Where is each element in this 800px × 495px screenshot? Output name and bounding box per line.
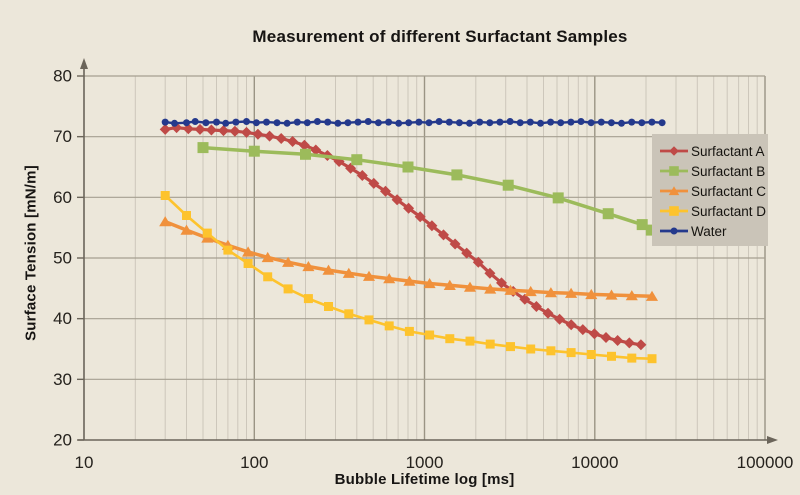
chart-title: Measurement of different Surfactant Samp…: [252, 27, 628, 46]
legend-item: Surfactant C: [659, 181, 768, 201]
svg-text:50: 50: [53, 249, 72, 268]
svg-text:70: 70: [53, 127, 72, 146]
x-axis-title: Bubble Lifetime log [ms]: [334, 471, 515, 488]
series-surfactant-b: [197, 142, 657, 236]
series-surfactant-c: [159, 216, 659, 301]
svg-text:80: 80: [53, 67, 72, 86]
legend-square-icon: [660, 166, 688, 176]
legend-label: Surfactant B: [691, 163, 766, 179]
legend-triangle-icon: [660, 186, 688, 196]
svg-text:1000: 1000: [406, 453, 444, 472]
legend-square-icon: [660, 206, 688, 216]
legend-item: Surfactant A: [659, 141, 768, 161]
svg-text:30: 30: [53, 370, 72, 389]
legend-circle-icon: [660, 227, 688, 235]
svg-text:40: 40: [53, 309, 72, 328]
legend-label: Surfactant A: [691, 143, 765, 159]
legend-item: Surfactant D: [659, 201, 768, 221]
series-surfactant-d: [160, 191, 657, 364]
legend-label: Water: [691, 223, 727, 239]
legend-item: Water: [659, 221, 768, 241]
legend-diamond-icon: [660, 146, 688, 156]
legend-label: Surfactant D: [691, 203, 767, 219]
legend-item: Surfactant B: [659, 161, 768, 181]
series-surfactant-a: [159, 122, 647, 351]
legend: Surfactant A Surfactant B Surfactant C Surf…: [652, 134, 768, 246]
legend-label: Surfactant C: [691, 183, 767, 199]
y-axis-title: Surface Tension [mN/m]: [22, 165, 40, 341]
svg-text:100000: 100000: [737, 453, 794, 472]
svg-text:20: 20: [53, 431, 72, 450]
svg-text:10000: 10000: [571, 453, 618, 472]
svg-text:60: 60: [53, 188, 72, 207]
svg-text:10: 10: [75, 453, 94, 472]
series-water: [161, 118, 666, 127]
axes: 20 30 40 50 60 70 80 10 100 1000 10000 100000: [53, 58, 793, 472]
gridlines: [84, 75, 766, 440]
svg-text:100: 100: [240, 453, 268, 472]
